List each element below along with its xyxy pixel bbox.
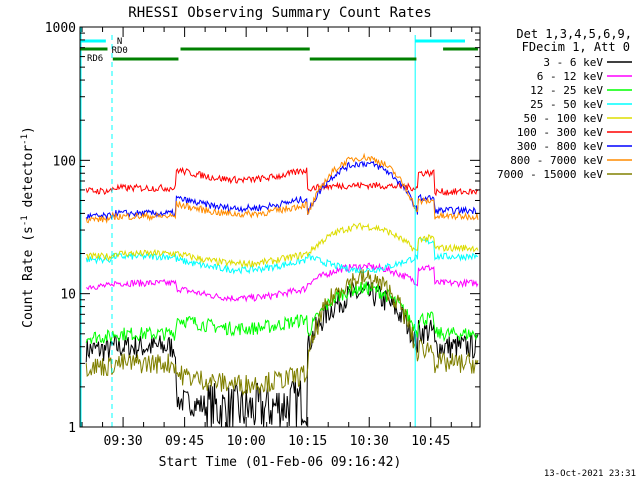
- legend-label: 300 - 800 keV: [517, 140, 603, 153]
- y-axis-label-sup1: -1: [20, 215, 30, 226]
- y-tick-label: 1: [68, 421, 76, 436]
- legend-label: 3 - 6 keV: [543, 56, 603, 69]
- y-axis-label-main: Count Rate (s: [21, 226, 36, 328]
- x-tick-label: 09:30: [104, 434, 143, 449]
- legend-label: 50 - 100 keV: [524, 112, 604, 125]
- rd6-label: RD6: [87, 54, 103, 64]
- rd0-label: RD0: [112, 46, 128, 56]
- y-axis-label-mid: detector: [21, 145, 36, 216]
- y-axis-label-end: ): [21, 126, 36, 134]
- y-axis-label-sup2: -1: [20, 134, 30, 145]
- series-line: [85, 222, 479, 269]
- series-line: [85, 166, 479, 197]
- legend-label: 25 - 50 keV: [530, 98, 603, 111]
- legend-label: 7000 - 15000 keV: [497, 168, 603, 181]
- legend: Det 1,3,4,5,6,9, FDecim 1, Att 0 3 - 6 k…: [497, 27, 632, 181]
- timestamp: 13-Oct-2021 23:31: [544, 469, 636, 479]
- legend-header-2: FDecim 1, Att 0: [522, 40, 630, 54]
- y-axis: 1 10 100 1000: [45, 21, 480, 436]
- x-tick-label: 10:45: [411, 434, 450, 449]
- y-tick-label: 1000: [45, 21, 76, 36]
- series-line: [85, 262, 479, 303]
- legend-label: 12 - 25 keV: [530, 84, 603, 97]
- chart-title: RHESSI Observing Summary Count Rates: [128, 5, 431, 21]
- x-axis-label: Start Time (01-Feb-06 09:16:42): [159, 455, 402, 470]
- y-axis-label: Count Rate (s-1 detector-1): [20, 126, 36, 328]
- x-tick-label: 10:15: [288, 434, 327, 449]
- x-tick-label: 10:00: [227, 434, 266, 449]
- plot-frame: [79, 26, 481, 428]
- legend-label: 100 - 300 keV: [517, 126, 603, 139]
- x-tick-label: 09:45: [165, 434, 204, 449]
- series-line: [85, 268, 479, 396]
- legend-header-1: Det 1,3,4,5,6,9,: [516, 27, 632, 41]
- series-line: [85, 281, 479, 344]
- series-line: [85, 152, 479, 224]
- x-axis: 09:30 09:45 10:00 10:15 10:30 10:45: [81, 27, 473, 449]
- y-tick-label: 10: [60, 288, 76, 303]
- legend-label: 6 - 12 keV: [537, 70, 604, 83]
- night-label: N: [117, 37, 122, 47]
- y-tick-label: 100: [53, 154, 76, 169]
- x-tick-label: 10:30: [350, 434, 389, 449]
- legend-label: 800 - 7000 keV: [510, 154, 603, 167]
- series-line: [85, 160, 479, 221]
